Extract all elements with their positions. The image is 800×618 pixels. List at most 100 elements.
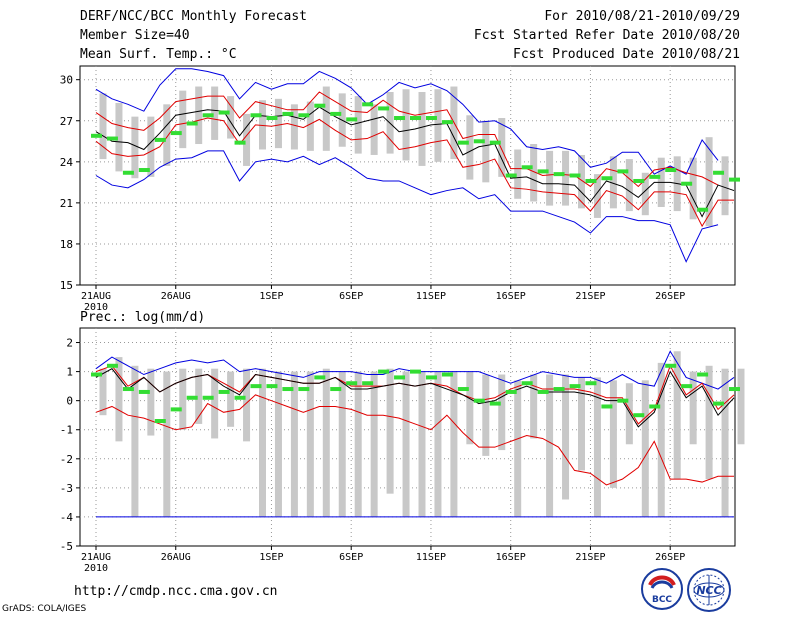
precip-member-box xyxy=(147,368,155,436)
precip-member-box xyxy=(243,368,251,442)
temp-ytick-label: 30 xyxy=(60,74,73,87)
temp-observed-bar xyxy=(330,111,342,116)
precip-ytick-label: -2 xyxy=(60,453,73,466)
temp-observed-bar xyxy=(713,170,725,175)
precip-xtick-label: 21AUG xyxy=(81,552,111,563)
precip-observed-bar xyxy=(617,398,629,403)
temp-member-box xyxy=(641,172,649,216)
precip-observed-bar xyxy=(202,395,214,400)
precip-observed-bar xyxy=(441,372,453,377)
ncc-logo: NCC xyxy=(686,567,732,613)
precip-member-box xyxy=(402,371,410,517)
temp-xtick-label: 21AUG xyxy=(81,291,111,302)
precip-member-box xyxy=(673,351,681,480)
precip-observed-bar xyxy=(425,375,437,380)
temp-observed-bar xyxy=(314,103,326,108)
temp-observed-bar xyxy=(633,178,645,183)
temp-xtick-label: 6SEP xyxy=(339,291,363,302)
temp-member-box xyxy=(227,96,235,139)
temp-member-box xyxy=(354,96,362,154)
temp-observed-bar xyxy=(186,121,198,126)
temp-member-box xyxy=(514,149,522,199)
source-url[interactable]: http://cmdp.ncc.cma.gov.cn xyxy=(74,584,278,599)
precip-panel: -5 -4 -3 -2 -1 0 1 2 21AUG 26AUG 1SEP 6SEP 11SEP 16SE… xyxy=(60,327,745,574)
temp-xtick-label: 26AUG xyxy=(161,291,191,302)
temp-member-box xyxy=(131,116,139,179)
precip-member-box xyxy=(131,365,139,517)
precip-member-box xyxy=(482,374,490,456)
temp-observed-bar xyxy=(553,172,565,177)
temp-member-box xyxy=(99,93,107,160)
precip-xtick-label: 26SEP xyxy=(655,552,685,563)
precip-member-box xyxy=(306,371,314,517)
precip-observed-bar xyxy=(122,387,134,392)
temp-ytick-label: 21 xyxy=(60,197,73,210)
precip-member-box xyxy=(609,380,617,488)
precip-member-box xyxy=(562,374,570,500)
precip-observed-bar xyxy=(665,363,677,368)
temp-observed-bar xyxy=(441,120,453,125)
precip-xtick-label: 6SEP xyxy=(339,552,363,563)
precip-member-box xyxy=(179,368,187,430)
temp-member-box xyxy=(259,100,266,150)
precip-observed-bar xyxy=(601,404,613,409)
precip-observed-bar xyxy=(186,395,198,400)
precip-observed-bar xyxy=(697,372,709,377)
precip-line-mean xyxy=(95,368,735,428)
temp-line-lower xyxy=(95,117,734,228)
start-date: Fcst Started Refer Date 2010/08/20 xyxy=(473,28,740,43)
precip-ytick-label: -4 xyxy=(60,511,74,524)
precip-observed-bar xyxy=(633,413,645,418)
temp-member-box xyxy=(530,144,538,202)
precip-member-box xyxy=(418,371,426,517)
temp-observed-bar xyxy=(489,140,501,145)
temp-observed-bar xyxy=(425,116,437,121)
temp-line-upper xyxy=(95,91,719,188)
precip-observed-bar xyxy=(553,387,565,392)
temp-observed-bar xyxy=(681,181,693,186)
precip-ytick-label: -1 xyxy=(60,424,73,437)
temp-observed-bar xyxy=(410,116,421,121)
precip-observed-bar xyxy=(569,384,581,389)
precip-member-box xyxy=(434,371,442,517)
precip-member-box xyxy=(259,368,266,517)
precip-observed-bar xyxy=(457,387,469,392)
temp-member-box xyxy=(402,89,410,161)
temp-xtick-label: 16SEP xyxy=(496,291,526,302)
temp-member-box xyxy=(593,174,601,218)
precip-member-box xyxy=(657,362,665,517)
precip-member-box xyxy=(514,380,522,517)
precip-member-box xyxy=(498,374,506,451)
temp-member-box xyxy=(578,154,585,209)
temp-ytick-label: 27 xyxy=(60,115,73,128)
temp-observed-bar xyxy=(601,176,613,181)
temp-observed-bar xyxy=(202,113,214,118)
precip-observed-bar xyxy=(282,387,294,392)
precip-member-box xyxy=(386,368,394,494)
precip-observed-bar xyxy=(681,384,693,389)
precip-ytick-label: 2 xyxy=(66,337,73,350)
precip-observed-bar xyxy=(362,381,374,386)
temp-panel: 15 18 21 24 27 30 21AUG 26AUG 1SEP 6SEP 11SEP 16SEP… xyxy=(60,65,740,313)
precip-member-box xyxy=(227,371,235,427)
precip-observed-bar xyxy=(489,401,501,406)
precip-member-box xyxy=(274,371,282,517)
temp-line-mean xyxy=(95,106,735,218)
temp-observed-bar xyxy=(665,168,677,173)
produced-date: Fcst Produced Date 2010/08/21 xyxy=(513,47,740,62)
temp-line-max xyxy=(95,68,719,175)
temp-observed-bar xyxy=(457,140,469,145)
temp-member-box xyxy=(115,102,123,172)
member-size: Member Size=40 xyxy=(80,28,190,43)
precip-observed-bar xyxy=(154,419,166,424)
temp-xtick-label: 1SEP xyxy=(259,291,283,302)
bcc-logo: BCC xyxy=(640,567,684,611)
precip-member-box xyxy=(115,357,123,442)
precip-observed-bar xyxy=(250,384,262,389)
precip-observed-bar xyxy=(234,395,246,400)
chart-title: DERF/NCC/BCC Monthly Forecast xyxy=(80,9,307,24)
precip-observed-bar xyxy=(314,375,326,380)
precip-observed-bar xyxy=(410,369,421,374)
temp-xtick-label: 26SEP xyxy=(655,291,685,302)
temp-member-box xyxy=(705,137,713,227)
